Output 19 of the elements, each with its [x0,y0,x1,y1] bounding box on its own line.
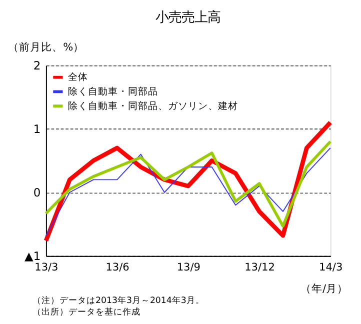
text: （出所）データを基に作成 [32,306,141,318]
legend-label: 除く自動車・同部品、ガソリン、建材 [68,100,238,112]
legend-label: 全体 [68,71,88,84]
x-axis-title: （年/月） [300,282,348,295]
line-series [44,140,332,228]
x-tick-label: 13/6 [106,262,130,274]
y-tick-label: 0 [33,186,41,200]
legend-label: 除く自動車・同部品 [68,86,158,98]
x-tick-label: 13/3 [34,262,58,274]
text: （注）データは2013年3月～2014年3月。 [32,294,204,306]
y-axis-title: （前月比、%） [8,40,84,54]
x-tick-label: 13/12 [244,262,275,274]
y-tick-label: 2 [33,58,41,73]
x-tick-label: 14/3 [319,262,343,274]
line-series [45,147,331,236]
y-tick-label: ▲1 [24,249,41,264]
x-tick-label: 13/9 [176,262,200,274]
chart-title: 小売売上高 [156,9,221,26]
y-tick-label: 1 [33,122,41,136]
